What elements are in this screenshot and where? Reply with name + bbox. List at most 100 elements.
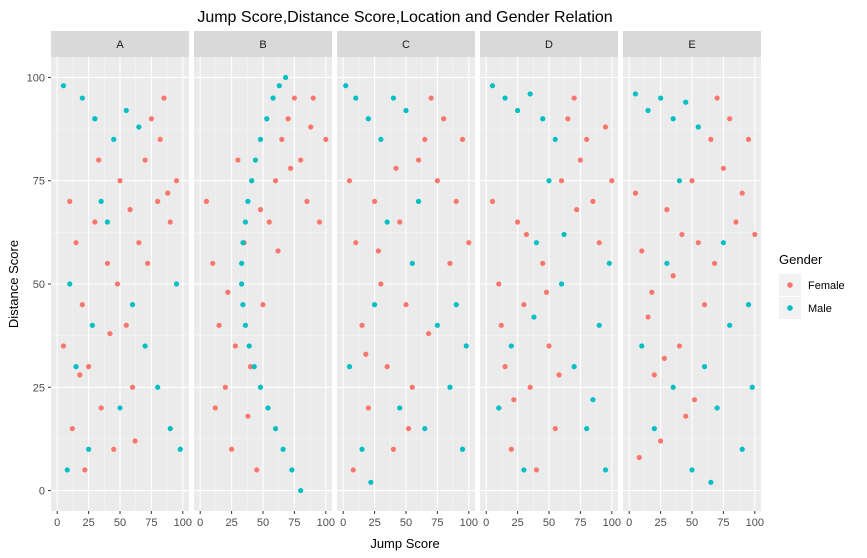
data-point-male [142,343,148,349]
data-point-female [353,240,359,246]
data-point-female [123,322,129,328]
data-point-female [375,248,381,254]
data-point-male [459,446,466,452]
data-point-female [453,198,459,204]
data-point-female [142,157,148,163]
data-point-male [246,343,252,349]
x-tick-label: 50 [114,517,126,529]
data-point-female [533,467,540,473]
data-point-male [365,116,371,122]
data-point-male [92,116,98,122]
data-point-female [393,165,399,171]
data-point-male [727,322,733,328]
data-point-male [359,446,365,452]
data-point-female [584,136,590,143]
data-point-female [316,219,323,225]
data-point-female [489,198,496,204]
y-tick-label: 50 [33,279,45,291]
data-point-female [679,231,685,238]
data-point-female [639,248,645,254]
data-point-male [546,178,552,184]
data-point-female [260,302,266,308]
data-point-female [232,343,238,349]
data-point-female [365,405,371,411]
x-tick-label: 100 [460,517,478,529]
data-point-female [689,178,695,184]
data-point-male [283,74,289,81]
data-point-female [310,95,316,101]
data-point-male [280,446,286,452]
data-point-male [489,83,496,89]
data-point-female [670,273,676,279]
data-point-female [148,116,154,122]
data-point-female [378,281,384,287]
legend-items: Female Male [779,274,845,319]
data-point-female [165,190,171,196]
data-point-female [649,289,655,295]
x-tick-label: 0 [340,517,346,529]
data-point-male [463,343,469,349]
data-point-female [384,364,390,370]
data-point-female [409,384,415,390]
data-point-male [502,95,508,101]
data-point-male [695,124,701,130]
data-point-male [527,91,533,97]
data-point-female [272,178,279,184]
data-point-male [676,178,683,184]
data-point-female [720,165,726,171]
data-point-female [212,405,218,411]
data-point-female [155,198,161,204]
data-point-female [308,124,314,130]
chart-title: Jump Score,Distance Score,Location and G… [197,9,612,26]
data-point-female [695,240,701,246]
data-point-female [733,219,739,225]
data-point-male [368,479,374,485]
data-point-male [453,302,459,308]
data-point-male [245,198,251,204]
data-point-female [543,289,550,295]
data-point-female [426,330,432,337]
data-point-female [661,355,667,361]
y-tick-label: 75 [33,176,45,188]
data-point-female [288,165,294,171]
data-point-female [107,330,113,337]
data-point-male [64,467,70,473]
data-point-female [701,302,708,308]
data-point-male [521,467,527,473]
facet-strip [51,31,189,57]
facet-panel-b: B 0 25 50 75 100 [194,31,335,529]
data-point-male [276,83,282,89]
data-point-female [285,116,291,122]
data-point-female [111,446,117,452]
data-point-female [225,289,231,295]
data-point-male [496,405,502,411]
data-point-female [210,260,216,266]
x-tick-label: 75 [574,517,586,529]
data-point-female [712,260,718,266]
data-point-male [409,260,415,266]
data-point-female [129,384,136,390]
data-point-female [359,322,365,328]
data-point-female [247,364,254,370]
data-point-female [498,322,504,328]
x-tick-label: 50 [686,517,698,529]
data-point-male [745,302,752,308]
data-point-male [422,425,428,432]
data-point-female [511,397,517,403]
data-point-male [701,364,708,370]
data-point-male [136,124,142,130]
data-point-female [350,467,356,473]
data-point-male [270,95,276,101]
data-point-female [114,281,121,287]
data-point-female [632,190,639,196]
data-point-female [275,248,281,254]
data-point-male [596,322,602,328]
data-point-female [145,260,151,266]
facet-strip [194,31,332,57]
data-point-male [658,95,664,101]
data-point-female [67,198,73,204]
data-point-male [590,397,596,403]
data-point-female [96,157,102,163]
legend-label: Female [808,280,845,292]
data-point-female [636,454,642,461]
